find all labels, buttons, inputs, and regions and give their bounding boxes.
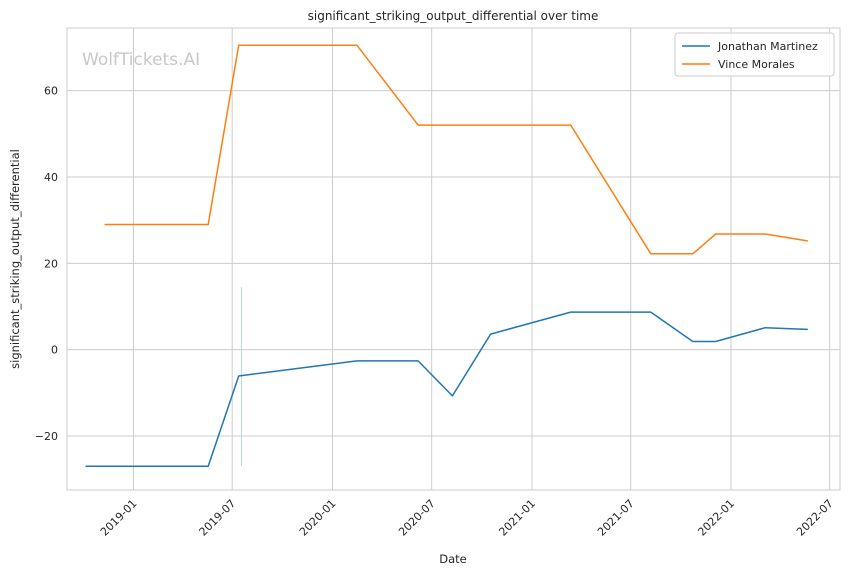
legend: Jonathan Martinez Vince Morales (674, 32, 835, 77)
plot-frame (66, 27, 841, 491)
y-tick-label: 60 (44, 85, 58, 98)
legend-label: Vince Morales (718, 58, 795, 71)
y-tick-label: 40 (44, 171, 58, 184)
y-tick-label: 20 (44, 257, 58, 270)
series-line-vince-morales (104, 44, 809, 255)
y-tick-label: 0 (51, 344, 58, 357)
grid-lines (67, 28, 840, 490)
watermark-text: WolfTickets.AI (82, 50, 200, 70)
series-line-jonathan-martinez (85, 311, 809, 468)
y-axis-ticks: −20 0 20 40 60 (35, 85, 58, 443)
chart-title: significant_striking_output_differential… (308, 9, 599, 23)
x-axis-title: Date (439, 552, 467, 566)
legend-label: Jonathan Martinez (717, 40, 818, 53)
y-axis-title: significant_striking_output_differential (8, 149, 22, 369)
legend-box (674, 32, 835, 77)
y-tick-label: −20 (35, 430, 58, 443)
series-lines (85, 44, 809, 468)
